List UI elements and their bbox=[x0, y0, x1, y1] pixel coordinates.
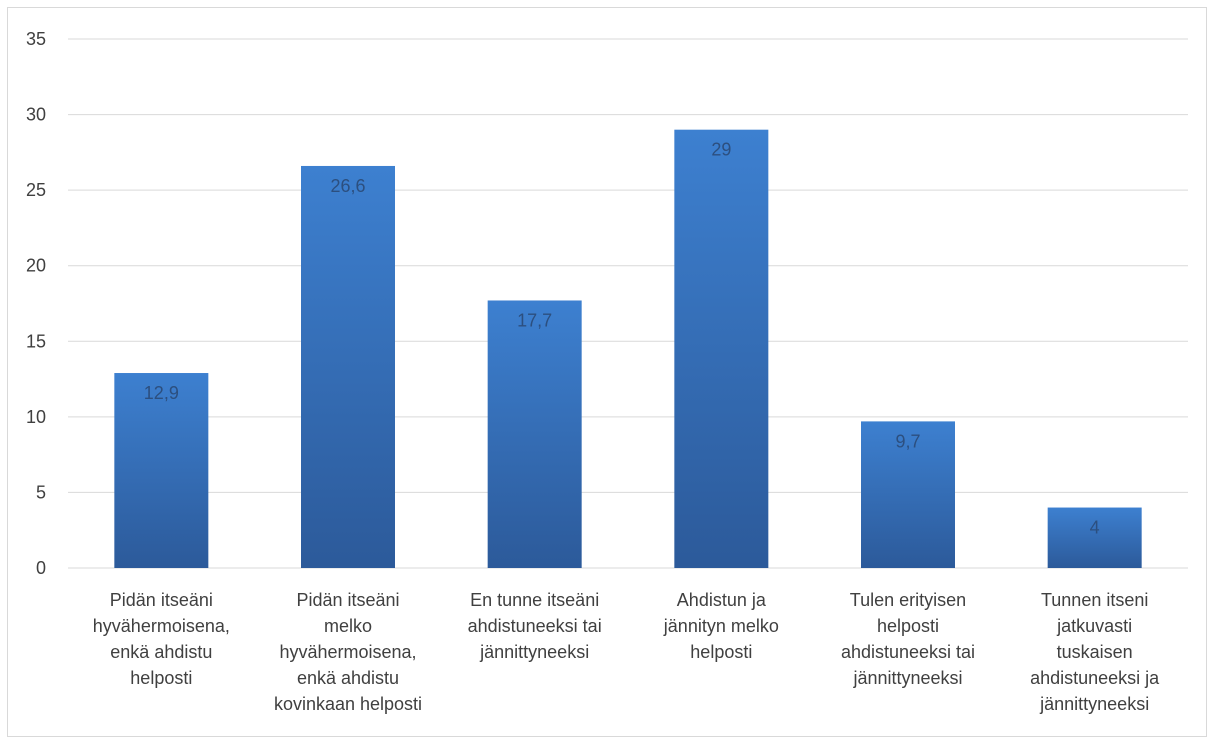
y-tick-label: 0 bbox=[36, 558, 46, 578]
x-tick-label-line: ahdistuneeksi tai bbox=[468, 616, 602, 636]
x-tick-label: Tulen erityisen helposti ahdistuneeksi tai… bbox=[841, 590, 975, 688]
x-tick-label: Ahdistun ja jännityn melko helposti bbox=[663, 590, 779, 662]
x-tick-label-line: tuskaisen bbox=[1057, 642, 1133, 662]
x-tick-label-line: Tulen erityisen bbox=[850, 590, 966, 610]
data-label: 12,9 bbox=[144, 383, 179, 403]
y-tick-label: 20 bbox=[26, 256, 46, 276]
gridlines bbox=[68, 38, 1188, 569]
data-labels: 12,9 26,6 17,7 29 9,7 4 bbox=[144, 140, 1100, 538]
x-tick-label-line: jännittyneeksi bbox=[852, 668, 962, 688]
bar bbox=[114, 373, 209, 568]
x-tick-label: Pidän itseäni melko hyvähermoisena, enkä ah… bbox=[274, 590, 422, 714]
x-tick-label-line: Pidän itseäni bbox=[110, 590, 213, 610]
x-tick-label-line: ahdistuneeksi ja bbox=[1030, 668, 1160, 688]
x-tick-label-line: Tunnen itseni bbox=[1041, 590, 1148, 610]
x-tick-label: Tunnen itseni jatkuvasti tuskaisen ahdistun… bbox=[1030, 590, 1160, 714]
bar bbox=[1047, 507, 1142, 568]
bar bbox=[861, 421, 955, 568]
x-tick-label-line: enkä ahdistu bbox=[110, 642, 212, 662]
y-tick-label: 15 bbox=[26, 331, 46, 351]
bar bbox=[487, 300, 582, 568]
bar bbox=[301, 165, 395, 568]
y-axis: 0 5 10 15 20 25 30 35 bbox=[26, 29, 46, 578]
x-tick-label-line: kovinkaan helposti bbox=[274, 694, 422, 714]
x-axis: Pidän itseäni hyvähermoisena, enkä ahdistu… bbox=[93, 590, 1160, 714]
y-tick-label: 25 bbox=[26, 180, 46, 200]
data-label: 29 bbox=[711, 140, 731, 160]
x-tick-label-line: jännittyneeksi bbox=[1039, 694, 1149, 714]
x-tick-label-line: helposti bbox=[130, 668, 192, 688]
x-tick-label-line: hyvähermoisena, bbox=[93, 616, 230, 636]
x-tick-label-line: Pidän itseäni bbox=[296, 590, 399, 610]
bars bbox=[114, 129, 1142, 568]
x-tick-label-line: jännittyneeksi bbox=[479, 642, 589, 662]
x-tick-label-line: jännityn melko bbox=[663, 616, 779, 636]
bar-chart: 0 5 10 15 20 25 30 35 12,9 26,6 17,7 29 9,7 4 Pidän … bbox=[26, 29, 1188, 714]
x-tick-label-line: En tunne itseäni bbox=[470, 590, 599, 610]
x-tick-label-line: hyvähermoisena, bbox=[279, 642, 416, 662]
x-tick-label-line: helposti bbox=[877, 616, 939, 636]
data-label: 26,6 bbox=[330, 176, 365, 196]
bar bbox=[674, 129, 769, 568]
data-label: 17,7 bbox=[517, 310, 552, 330]
x-tick-label-line: Ahdistun ja bbox=[677, 590, 767, 610]
y-tick-label: 35 bbox=[26, 29, 46, 49]
data-label: 9,7 bbox=[895, 431, 920, 451]
x-tick-label-line: helposti bbox=[690, 642, 752, 662]
x-tick-label: Pidän itseäni hyvähermoisena, enkä ahdistu… bbox=[93, 590, 230, 688]
y-tick-label: 10 bbox=[26, 407, 46, 427]
chart-frame: 0 5 10 15 20 25 30 35 12,9 26,6 17,7 29 9,7 4 Pidän … bbox=[7, 7, 1207, 737]
x-tick-label-line: jatkuvasti bbox=[1056, 616, 1132, 636]
y-tick-label: 5 bbox=[36, 482, 46, 502]
x-tick-label-line: melko bbox=[324, 616, 372, 636]
x-tick-label: En tunne itseäni ahdistuneeksi tai jännitt… bbox=[468, 590, 602, 662]
y-tick-label: 30 bbox=[26, 105, 46, 125]
data-label: 4 bbox=[1090, 518, 1100, 538]
x-tick-label-line: enkä ahdistu bbox=[297, 668, 399, 688]
x-tick-label-line: ahdistuneeksi tai bbox=[841, 642, 975, 662]
